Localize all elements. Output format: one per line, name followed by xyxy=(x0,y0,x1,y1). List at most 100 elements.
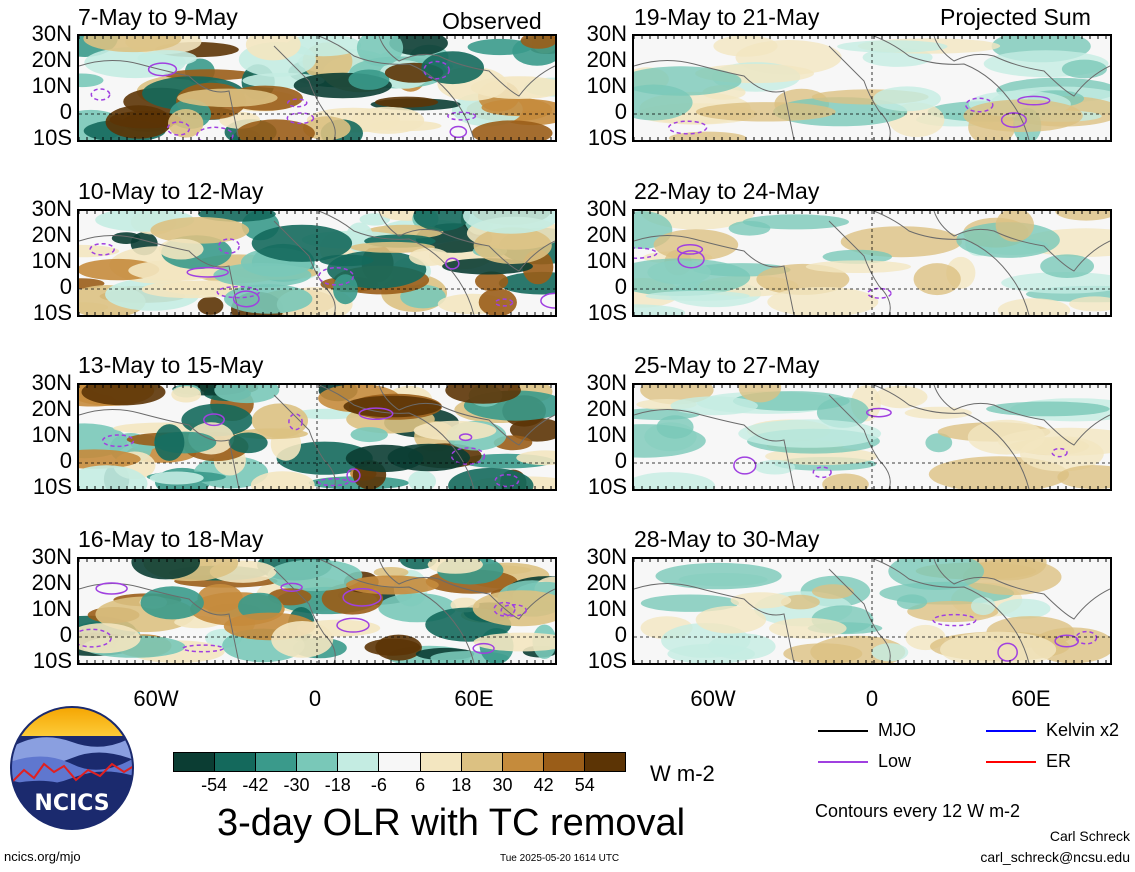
olr-anomaly xyxy=(109,111,181,129)
colorbar-swatch xyxy=(174,753,216,771)
ylabel-right-4-1: 20N xyxy=(586,570,627,595)
coastline xyxy=(933,211,1110,272)
low-contour xyxy=(232,290,260,308)
coastline xyxy=(634,409,795,489)
olr-anomaly xyxy=(896,594,928,610)
low-contour xyxy=(865,407,892,418)
olr-anomaly xyxy=(925,433,953,453)
low-contour xyxy=(182,644,224,653)
low-contour xyxy=(89,242,115,256)
olr-anomaly xyxy=(286,36,362,57)
low-contour xyxy=(203,413,225,427)
olr-anomaly xyxy=(478,288,517,315)
colorbar-units: W m-2 xyxy=(650,761,715,786)
xlabel-right-60e: 60E xyxy=(1011,686,1051,711)
ncics-logo: NCICS xyxy=(10,706,134,830)
map-panel-obs-2 xyxy=(77,209,557,317)
colorbar-swatch xyxy=(256,753,298,771)
low-contour xyxy=(450,447,486,465)
ylabel-left-3-2: 10N xyxy=(31,422,72,447)
ylabel-right-1-1: 20N xyxy=(586,47,627,72)
ylabel-right-2-2: 10N xyxy=(586,248,627,273)
olr-anomaly xyxy=(149,471,204,485)
olr-anomaly xyxy=(162,280,252,296)
olr-anomaly xyxy=(967,419,1045,455)
coastline xyxy=(79,235,240,315)
olr-anomaly xyxy=(83,36,182,53)
panel-tag-observed: Observed xyxy=(442,8,542,34)
colorbar-label: 30 xyxy=(492,775,513,795)
olr-anomaly xyxy=(1057,465,1110,489)
ylabel-left-3-4: 10S xyxy=(32,474,72,499)
colorbar-swatch xyxy=(420,753,462,771)
legend-label-er: ER xyxy=(1046,751,1072,771)
olr-anomaly xyxy=(840,226,962,258)
olr-anomaly xyxy=(79,465,148,489)
olr-anomaly xyxy=(131,559,200,580)
olr-anomaly xyxy=(655,562,782,590)
olr-anomaly xyxy=(171,386,202,403)
olr-anomaly xyxy=(351,106,425,134)
colorbar-label: 18 xyxy=(451,775,472,795)
olr-anomaly xyxy=(645,290,750,301)
low-contour xyxy=(317,477,349,487)
coastline xyxy=(933,385,1110,446)
coastline xyxy=(873,559,1030,663)
ylabel-left-1-4: 10S xyxy=(32,125,72,150)
ylabel-left-1-3: 0 xyxy=(59,99,72,124)
olr-anomaly xyxy=(986,401,1110,417)
ylabel-left-2-4: 10S xyxy=(32,300,72,325)
ylabel-right-3-4: 10S xyxy=(587,474,627,499)
low-contour xyxy=(147,62,178,77)
low-contour xyxy=(449,125,468,139)
footer-url[interactable]: ncics.org/mjo xyxy=(4,849,81,864)
legend-label-low: Low xyxy=(878,751,912,771)
ylabel-left-2-0: 30N xyxy=(31,196,72,221)
low-contour xyxy=(500,603,527,617)
map-panel-obs-4 xyxy=(77,557,557,665)
low-contour xyxy=(90,88,111,101)
olr-anomaly xyxy=(962,559,1062,596)
colorbar-label: 42 xyxy=(533,775,554,795)
olr-anomaly xyxy=(754,459,796,475)
panel-title-right-4: 28-May to 30-May xyxy=(634,526,820,552)
olr-anomaly xyxy=(473,227,552,264)
olr-anomaly xyxy=(730,592,792,609)
coastline xyxy=(378,559,555,620)
olr-anomaly xyxy=(213,263,312,288)
coastline xyxy=(378,385,555,446)
panel-title-left-3: 13-May to 15-May xyxy=(78,352,264,378)
olr-anomaly xyxy=(516,450,555,466)
panel-title-right-2: 22-May to 24-May xyxy=(634,178,820,204)
olr-anomaly xyxy=(399,559,438,570)
colorbar-label: -18 xyxy=(324,775,351,795)
olr-anomaly xyxy=(805,260,911,273)
footer-email[interactable]: carl_schreck@ncsu.edu xyxy=(980,849,1130,865)
olr-anomaly xyxy=(837,40,948,53)
ylabel-right-2-4: 10S xyxy=(587,300,627,325)
colorbar-label: -54 xyxy=(201,775,228,795)
olr-anomaly xyxy=(251,224,353,262)
low-contour xyxy=(423,60,450,80)
olr-anomaly xyxy=(79,623,141,654)
ylabel-right-2-0: 30N xyxy=(586,196,627,221)
coastline xyxy=(318,36,475,140)
olr-anomaly xyxy=(995,211,1034,242)
olr-anomaly xyxy=(409,247,450,266)
xlabel-left-60e: 60E xyxy=(454,686,494,711)
coastline xyxy=(634,583,795,663)
low-contour xyxy=(494,473,520,488)
olr-anomaly xyxy=(79,73,104,88)
legend-label-kelvin: Kelvin x2 xyxy=(1046,720,1120,740)
olr-anomaly xyxy=(769,617,847,639)
coastline xyxy=(933,36,1110,97)
olr-anomaly xyxy=(971,597,996,616)
legend-label-mjo: MJO xyxy=(878,720,916,740)
olr-anomaly xyxy=(271,621,334,658)
low-contour xyxy=(216,285,260,299)
xlabel-left-60w: 60W xyxy=(133,686,179,711)
xlabel-right-60w: 60W xyxy=(690,686,736,711)
coastline xyxy=(318,559,475,663)
panel-title-left-4: 16-May to 18-May xyxy=(78,526,264,552)
low-contour xyxy=(447,111,477,121)
